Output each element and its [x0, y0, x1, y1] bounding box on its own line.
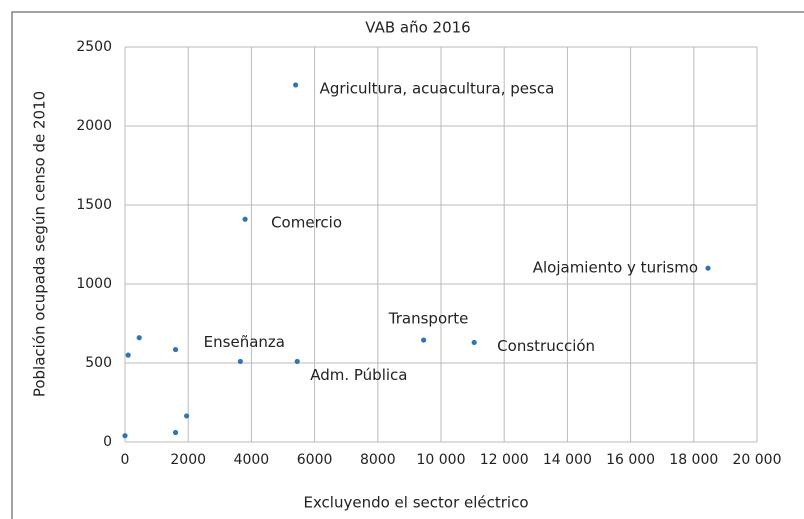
y-tick-label: 1500	[76, 197, 112, 213]
point	[242, 216, 248, 222]
point-label: Agricultura, acuacultura, pesca	[320, 79, 555, 97]
point	[293, 82, 299, 88]
x-tick-label: 16 000	[606, 452, 655, 468]
x-axis-label: Excluyendo el sector eléctrico	[303, 494, 528, 512]
x-tick-label: 2000	[170, 452, 206, 468]
point	[125, 352, 131, 358]
point-label: Adm. Pública	[310, 366, 407, 384]
frame	[11, 11, 804, 519]
y-tick-label: 1000	[76, 276, 112, 292]
point	[172, 429, 179, 436]
x-tick-label: 12 000	[480, 452, 529, 468]
point	[184, 413, 190, 419]
y-tick-label: 2500	[76, 39, 112, 55]
point	[421, 337, 427, 343]
point-label: Transporte	[388, 310, 469, 328]
x-tick-label: 10 000	[417, 452, 466, 468]
y-tick-label: 0	[103, 434, 112, 450]
x-tick-label: 0	[121, 452, 130, 468]
point-label: Comercio	[271, 214, 342, 232]
point	[471, 339, 477, 346]
x-tick-label: 20 000	[733, 452, 782, 468]
point-label: Construcción	[497, 337, 595, 355]
point	[136, 335, 142, 341]
x-tick-label: 6000	[297, 452, 333, 468]
x-tick-label: 8000	[360, 452, 396, 468]
point-label: Alojamiento y turismo	[533, 259, 698, 277]
point	[122, 433, 128, 439]
point	[294, 358, 300, 365]
x-tick-label: 14 000	[543, 452, 592, 468]
chart-title: VAB año 2016	[365, 19, 470, 37]
point-label: Enseñanza	[204, 333, 285, 351]
y-tick-label: 2000	[76, 118, 112, 134]
point	[172, 346, 179, 353]
y-tick-label: 500	[85, 355, 112, 371]
y-axis-label: Población ocupada según censo de 2010	[31, 91, 49, 397]
x-tick-label: 4000	[234, 452, 270, 468]
point	[237, 358, 243, 365]
point	[705, 265, 711, 271]
x-tick-label: 18 000	[669, 452, 718, 468]
